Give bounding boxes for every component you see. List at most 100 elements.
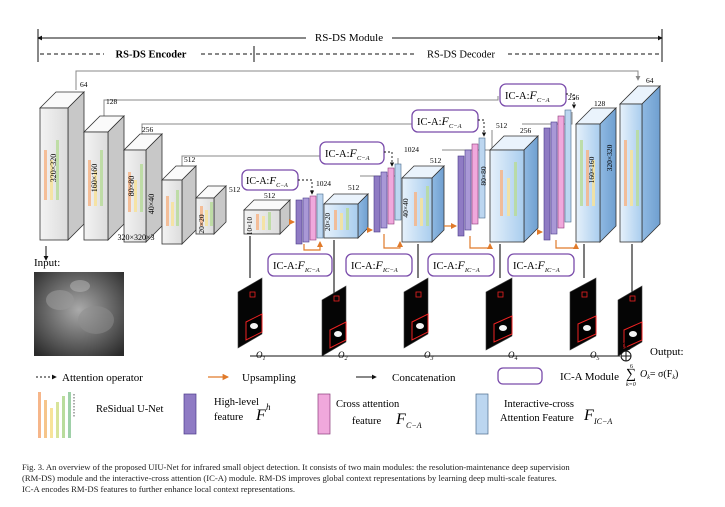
ch-1024a: 1024: [316, 179, 331, 188]
input-label: Input:: [34, 257, 60, 269]
dim-10: 10×10: [246, 217, 254, 235]
encoder-block-4: 40×40 512: [147, 155, 197, 245]
svg-text:IC-A Module: IC-A Module: [560, 371, 619, 383]
svg-text:O3: O3: [424, 350, 434, 362]
svg-text:feature: feature: [352, 416, 381, 427]
svg-text:h: h: [266, 402, 271, 412]
svg-text:F: F: [255, 407, 266, 424]
ica-box-bottom-1: IC-A:FIC−A: [267, 253, 333, 277]
ica-box-bottom-4: IC-A:FIC−A: [507, 253, 575, 277]
svg-text:Ok= σ(Fk): Ok= σ(Fk): [640, 369, 678, 381]
svg-text:IC-A:FIC−A: IC-A:FIC−A: [513, 258, 560, 274]
encoder-block-3: 80×80 256: [123, 125, 163, 243]
decoder-label: RS-DS Decoder: [427, 50, 495, 61]
svg-text:IC-A:FC−A: IC-A:FC−A: [325, 146, 370, 162]
legend-upsampling: Upsampling: [208, 372, 296, 384]
legend: Attention operator Upsampling Concatenat…: [36, 367, 619, 438]
caption-line-2: (RM-DS) module and the interactive-cross…: [22, 473, 557, 484]
ch-64a: 64: [80, 80, 88, 89]
svg-text:IC-A:FC−A: IC-A:FC−A: [246, 175, 288, 189]
svg-text:O5: O5: [590, 350, 600, 362]
svg-text:IC-A:FIC−A: IC-A:FIC−A: [273, 258, 320, 274]
decoder-block-5: 320×320 64: [605, 76, 661, 243]
decoder-bracket: RS-DS Decoder: [256, 47, 660, 61]
caption-line-3: IC-A encodes RM-DS features to further e…: [22, 484, 295, 495]
output-map-4: O4: [485, 277, 518, 362]
feature-stack-3: 80×80 512: [457, 121, 508, 237]
decoder-block-2: 40×40 512: [401, 156, 445, 243]
deep-supervision-lines: [249, 236, 633, 296]
dim-320b: 320×320: [605, 144, 614, 171]
ch-512e: 512: [496, 121, 508, 130]
module-bracket: RS-DS Module: [37, 29, 663, 62]
attention-arrows-top: [298, 93, 577, 195]
ica-box-top-2: IC-A:FC−A: [319, 141, 385, 165]
ch-512b: 512: [229, 185, 241, 194]
svg-text:Interactive-cross: Interactive-cross: [504, 399, 574, 410]
svg-text:Concatenation: Concatenation: [392, 372, 456, 384]
dim-320a: 320×320: [49, 154, 58, 183]
ica-box-bottom-2: IC-A:FIC−A: [345, 253, 413, 277]
input-size: 320×320×3: [117, 233, 154, 242]
output-formula: Output: 6 ∑ k=0 Ok= σ(Fk): [626, 346, 684, 388]
feature-stack-2: 1024: [373, 145, 419, 233]
dim-20b: 20×20: [324, 213, 332, 231]
uiu-net-diagram: RS-DS Module RS-DS Encoder RS-DS Decoder: [34, 29, 684, 438]
skip-connections: [75, 70, 641, 177]
encoder-block-1: 320×320 64: [39, 80, 88, 241]
encoder-label: RS-DS Encoder: [116, 50, 187, 61]
svg-text:Upsampling: Upsampling: [242, 372, 296, 384]
svg-text:High-level: High-level: [214, 397, 259, 408]
feature-stack-4: 256: [543, 93, 580, 241]
aggregation-line: O6: [250, 341, 632, 362]
caption-line-1: Fig. 3. An overview of the proposed UIU-…: [22, 462, 570, 472]
dim-80b: 80×80: [479, 166, 488, 185]
dim-20a: 20×20: [197, 214, 206, 233]
svg-text:IC-A:FC−A: IC-A:FC−A: [505, 88, 550, 104]
svg-text:6: 6: [630, 364, 633, 370]
ch-256b: 256: [568, 93, 580, 102]
ica-box-bottom-3: IC-A:FIC−A: [427, 253, 495, 277]
upsampling-arrows: [289, 219, 579, 251]
ch-512c2: 512: [430, 156, 442, 165]
decoder-block-4: 160×160 128: [575, 99, 617, 243]
svg-text:O1: O1: [256, 350, 266, 362]
ch-64b: 64: [646, 76, 654, 85]
svg-text:feature: feature: [214, 412, 243, 423]
svg-text:ReSidual U-Net: ReSidual U-Net: [96, 404, 163, 415]
svg-text:IC-A:FC−A: IC-A:FC−A: [417, 114, 462, 130]
ch-512d: 512: [348, 183, 360, 192]
dim-160a: 160×160: [90, 164, 99, 193]
ch-128b: 128: [594, 99, 606, 108]
dim-40a: 40×40: [147, 194, 156, 215]
input-block: Input:: [34, 246, 124, 356]
ica-box-top-4: IC-A:FC−A: [499, 83, 567, 107]
encoder-block-6: 10×10 512: [243, 191, 291, 235]
legend-attention: Attention operator: [36, 372, 143, 384]
svg-text:Cross attention: Cross attention: [336, 399, 400, 410]
ch-256c: 256: [520, 126, 532, 135]
output-map-6: [617, 285, 643, 357]
ch-512c: 512: [264, 191, 276, 200]
svg-text:F: F: [395, 411, 406, 428]
decoder-block-3: 256: [489, 126, 539, 243]
svg-text:O6: O6: [622, 341, 631, 352]
output-map-2: O2: [321, 285, 348, 362]
legend-cross-attention: Cross attention feature F C−A: [317, 393, 422, 435]
svg-text:IC-A:FIC−A: IC-A:FIC−A: [433, 258, 480, 274]
output-map-3: O3: [403, 277, 434, 362]
svg-text:F: F: [583, 407, 594, 424]
svg-text:Attention operator: Attention operator: [62, 372, 143, 384]
svg-text:IC-A:FIC−A: IC-A:FIC−A: [351, 258, 398, 274]
encoder-block-2: 160×160 128: [83, 97, 125, 241]
svg-text:IC−A: IC−A: [593, 417, 612, 426]
svg-text:O2: O2: [338, 350, 348, 362]
legend-ic-feature: Interactive-cross Attention Feature F IC…: [475, 393, 612, 435]
dim-160b: 160×160: [587, 156, 596, 183]
ch-256a: 256: [142, 125, 154, 134]
decoder-block-1: 20×20 512: [323, 183, 369, 239]
dim-40b: 40×40: [401, 198, 410, 217]
svg-text:∑: ∑: [626, 367, 636, 382]
ch-128a: 128: [106, 97, 118, 106]
ica-box-top-1: IC-A:FC−A: [241, 169, 299, 191]
